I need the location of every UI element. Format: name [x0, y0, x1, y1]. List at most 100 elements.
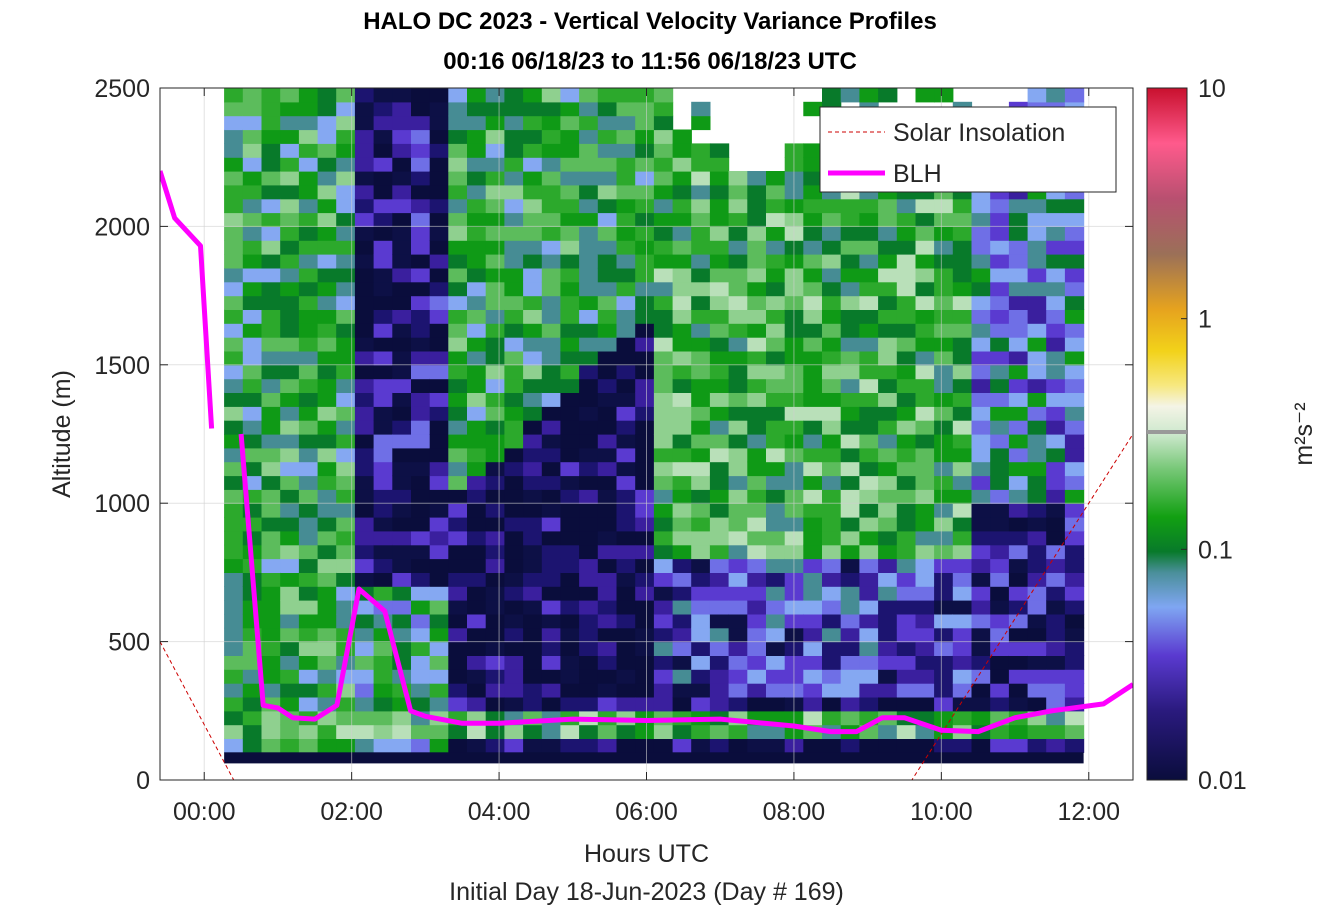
- heatmap-cell: [616, 406, 636, 421]
- heatmap-cell: [336, 281, 356, 297]
- heatmap-cell: [597, 655, 618, 670]
- heatmap-cell: [579, 738, 599, 753]
- heatmap-cell: [896, 641, 917, 656]
- heatmap-cell: [280, 669, 300, 684]
- heatmap-cell: [504, 267, 524, 283]
- heatmap-cell: [298, 88, 319, 103]
- heatmap-cell: [354, 267, 375, 283]
- heatmap-cell: [859, 309, 879, 324]
- heatmap-cell: [579, 434, 599, 449]
- heatmap-cell: [840, 392, 860, 407]
- heatmap-cell: [1027, 254, 1047, 269]
- heatmap-cell: [467, 198, 487, 214]
- heatmap-cell: [952, 406, 973, 421]
- heatmap-cell: [560, 254, 580, 269]
- heatmap-cell: [859, 337, 879, 352]
- heatmap-cell: [298, 530, 319, 546]
- heatmap-cell: [840, 683, 860, 698]
- heatmap-cell: [224, 669, 244, 684]
- heatmap-cell: [952, 572, 973, 587]
- heatmap-cell: [467, 129, 487, 144]
- heatmap-cell: [616, 88, 636, 103]
- heatmap-cell: [915, 613, 935, 629]
- heatmap-cell: [523, 378, 543, 393]
- heatmap-cell: [952, 530, 973, 546]
- heatmap-cell: [990, 724, 1010, 739]
- heatmap-cell: [411, 337, 431, 352]
- heatmap-cell: [1046, 461, 1066, 477]
- heatmap-cell: [653, 392, 674, 407]
- heatmap-cell: [485, 254, 505, 269]
- heatmap-cell: [747, 198, 767, 214]
- heatmap-cell: [691, 489, 711, 504]
- heatmap-cell: [672, 669, 692, 684]
- heatmap-cell: [242, 710, 263, 726]
- heatmap-cell: [523, 655, 543, 670]
- heatmap-cell: [579, 281, 599, 297]
- heatmap-cell: [317, 157, 337, 172]
- heatmap-cell: [354, 226, 375, 241]
- heatmap-cell: [840, 212, 860, 227]
- heatmap-cell: [242, 724, 263, 739]
- heatmap-cell: [485, 226, 505, 241]
- heatmap-cell: [373, 101, 393, 117]
- heatmap-cell: [392, 323, 412, 338]
- heatmap-cell: [840, 254, 860, 269]
- heatmap-cell: [504, 627, 524, 643]
- heatmap-cell: [822, 337, 842, 352]
- heatmap-cell: [952, 392, 973, 407]
- heatmap-cell: [597, 475, 618, 490]
- heatmap-cell: [616, 364, 636, 380]
- heatmap-cell: [1046, 406, 1066, 421]
- heatmap-cell: [691, 517, 711, 532]
- heatmap-cell: [560, 337, 580, 352]
- heatmap-cell: [560, 586, 580, 601]
- heatmap-cell: [840, 710, 860, 726]
- heatmap-cell: [261, 724, 281, 739]
- heatmap-cell: [298, 461, 319, 477]
- heatmap-cell: [934, 489, 954, 504]
- heatmap-cell: [411, 88, 431, 103]
- heatmap-cell: [859, 655, 879, 670]
- heatmap-cell: [467, 420, 487, 435]
- heatmap-cell: [317, 240, 337, 255]
- heatmap-cell: [523, 323, 543, 338]
- heatmap-cell: [392, 101, 412, 117]
- heatmap-cell: [1046, 613, 1066, 629]
- heatmap-cell: [1046, 517, 1066, 532]
- heatmap-cell: [859, 240, 879, 255]
- heatmap-cell: [448, 184, 468, 200]
- heatmap-cell: [653, 447, 674, 463]
- heatmap-cell: [467, 558, 487, 573]
- heatmap-cell: [467, 600, 487, 615]
- heatmap-cell: [934, 586, 954, 601]
- heatmap-cell: [373, 212, 393, 227]
- heatmap-cell: [635, 724, 655, 739]
- heatmap-cell: [317, 558, 337, 573]
- heatmap-cell: [485, 129, 505, 144]
- heatmap-cell: [523, 171, 543, 186]
- heatmap-cell: [448, 267, 468, 283]
- heatmap-cell: [242, 323, 263, 338]
- heatmap-cell: [448, 392, 468, 407]
- heatmap-cell: [728, 420, 748, 435]
- heatmap-cell: [990, 641, 1010, 656]
- heatmap-cell: [822, 503, 842, 518]
- heatmap-cell: [579, 683, 599, 698]
- heatmap-cell: [560, 655, 580, 670]
- heatmap-cell: [298, 364, 319, 380]
- heatmap-cell: [467, 309, 487, 324]
- heatmap-cell: [672, 323, 692, 338]
- x-tick-label: 04:00: [468, 798, 531, 826]
- heatmap-cell: [448, 254, 468, 269]
- heatmap-cell: [429, 143, 449, 158]
- heatmap-cell: [429, 337, 449, 352]
- heatmap-cell: [971, 489, 991, 504]
- heatmap-cell: [242, 115, 263, 131]
- heatmap-cell: [971, 558, 991, 573]
- heatmap-cell: [224, 323, 244, 338]
- heatmap-cell: [336, 226, 356, 241]
- heatmap-cell: [840, 378, 860, 393]
- heatmap-cell: [467, 351, 487, 366]
